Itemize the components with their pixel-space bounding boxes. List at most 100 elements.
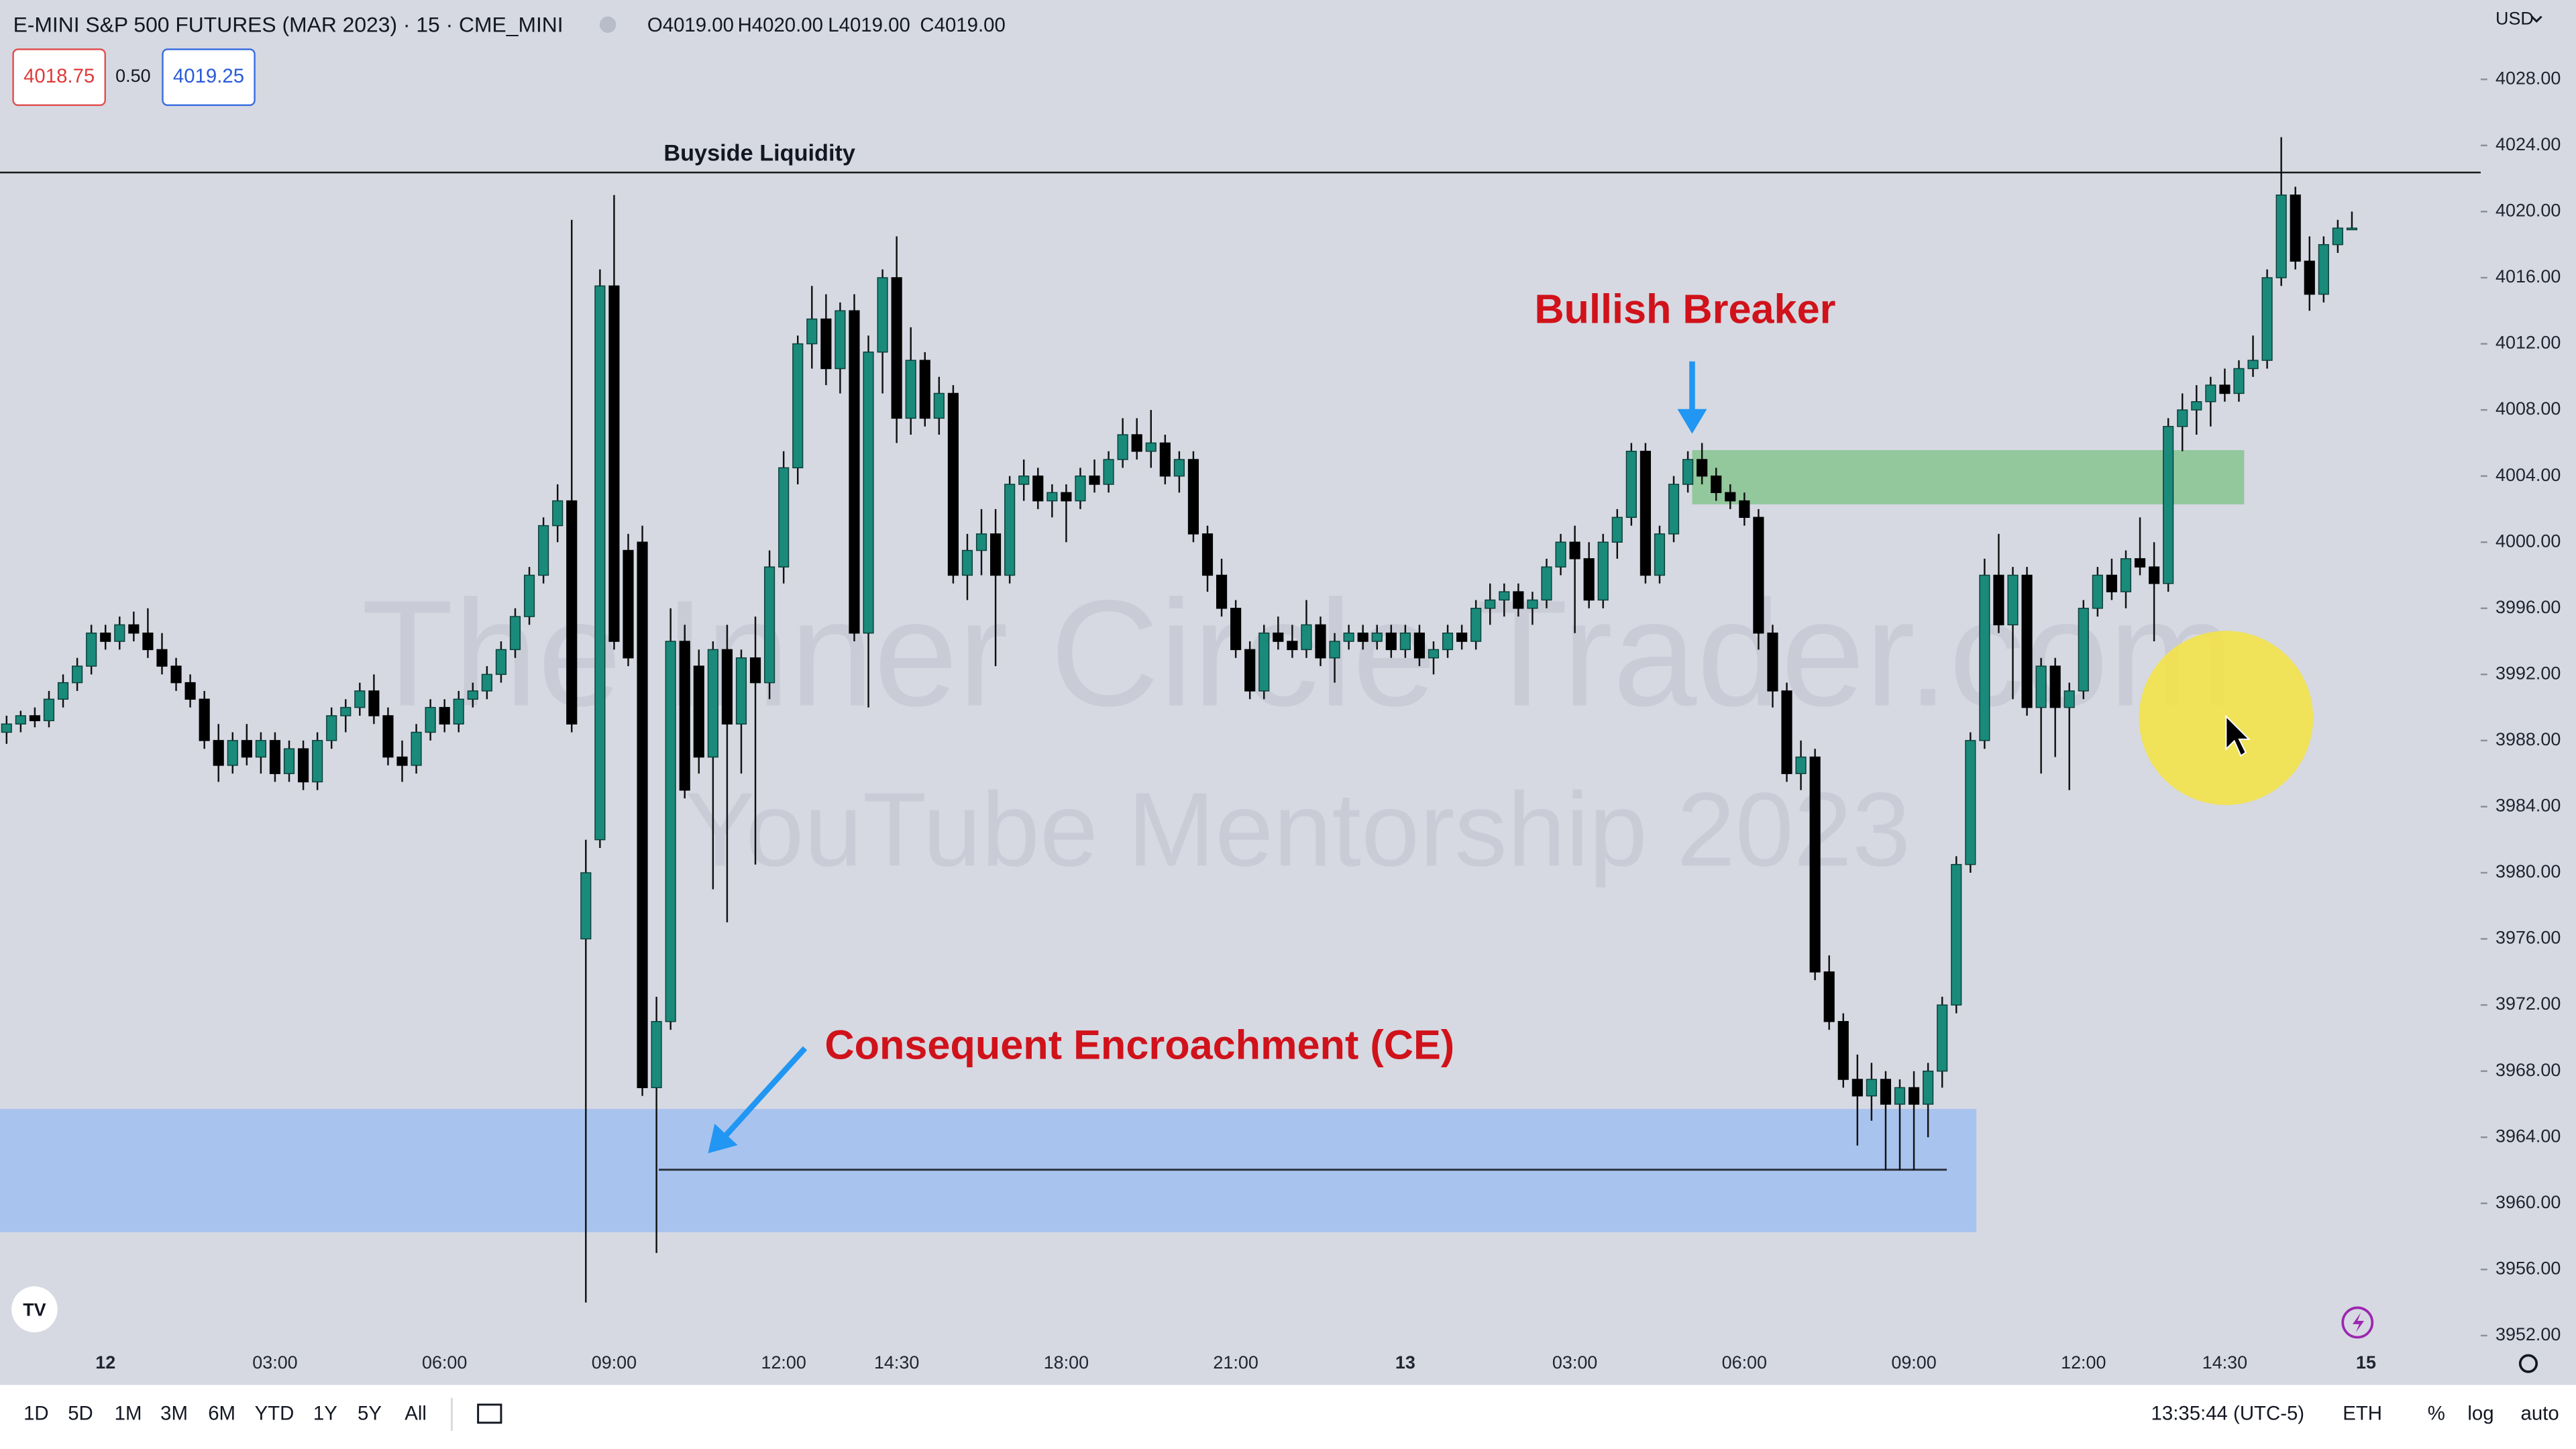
candle-body: [1428, 649, 1440, 659]
candle-body: [2106, 574, 2118, 592]
candle-body: [114, 624, 125, 642]
candle-body: [1951, 863, 1962, 1006]
candle-body: [1541, 566, 1552, 601]
x-tick-label: 12:00: [761, 1352, 806, 1373]
candle-body: [1625, 450, 1637, 518]
candle-body: [396, 756, 408, 766]
candle-body: [2134, 558, 2146, 568]
y-tick-label: 3952.00: [2496, 1324, 2561, 1344]
candle-body: [806, 318, 818, 345]
range-button[interactable]: 1Y: [313, 1402, 337, 1424]
candle-body: [2318, 244, 2329, 295]
candle-body: [778, 467, 790, 568]
candle-body: [1301, 624, 1312, 651]
candle-body: [1923, 1070, 1934, 1105]
x-tick-label: 18:00: [1044, 1352, 1089, 1373]
candle-body: [2205, 384, 2216, 402]
status-dot: [599, 16, 616, 33]
price-axis: [2480, 0, 2576, 1385]
x-tick-label: 14:30: [2202, 1352, 2247, 1373]
candle-body: [1640, 450, 1651, 576]
candle-body: [1244, 649, 1256, 692]
ohlc-value: O4019.00: [647, 14, 734, 36]
candle-body: [1287, 641, 1298, 651]
log-toggle[interactable]: log: [2467, 1402, 2493, 1424]
candle-body: [1597, 541, 1609, 601]
session-toggle[interactable]: ETH: [2343, 1402, 2382, 1424]
candle-body: [1343, 632, 1354, 642]
alert-bolt: [2352, 1312, 2365, 1333]
alert-icon[interactable]: [2341, 1306, 2374, 1339]
y-tick-label: 3968.00: [2496, 1060, 2561, 1080]
candle-body: [1753, 517, 1764, 634]
y-tick-label: 4004.00: [2496, 465, 2561, 485]
ohlc-legend: O4019.00 H4020.00 L4019.00 C4019.00: [647, 14, 1006, 36]
candle-body: [1315, 624, 1326, 659]
symbol-title: E-MINI S&P 500 FUTURES (MAR 2023) · 15 ·…: [13, 13, 564, 37]
range-button[interactable]: 6M: [208, 1402, 235, 1424]
candle-body: [523, 574, 535, 617]
candle-body: [1781, 690, 1792, 774]
candle-body: [891, 277, 902, 419]
candle-body: [1965, 740, 1976, 865]
candle-body: [1131, 434, 1142, 452]
range-button[interactable]: All: [405, 1402, 427, 1424]
candle-body: [1611, 517, 1623, 543]
y-tick-label: 4000.00: [2496, 531, 2561, 551]
candle-body: [1117, 434, 1128, 460]
candle-body: [1159, 442, 1171, 477]
sell-button[interactable]: [12, 48, 106, 106]
annotation: Consequent Encroachment (CE): [824, 1022, 1454, 1068]
candle-body: [2275, 195, 2287, 278]
candle-body: [100, 632, 111, 642]
clock: 13:35:44 (UTC-5): [2151, 1402, 2305, 1424]
candle-body: [128, 624, 140, 634]
candle-body: [2092, 574, 2103, 609]
candle-body: [1018, 475, 1030, 485]
annotation: Bullish Breaker: [1534, 286, 1835, 331]
logo-mark: TV: [23, 1299, 46, 1320]
buy-button[interactable]: [162, 48, 256, 106]
candle-body: [1216, 574, 1228, 609]
settings-icon[interactable]: [2518, 1354, 2538, 1373]
candle-body: [467, 690, 478, 700]
goto-date-icon[interactable]: [477, 1403, 502, 1424]
currency[interactable]: USD: [2496, 8, 2534, 28]
percent-toggle[interactable]: %: [2428, 1402, 2445, 1424]
x-tick-label: 09:00: [592, 1352, 637, 1373]
candle-body: [1767, 632, 1778, 692]
x-tick-label: 03:00: [1552, 1352, 1597, 1373]
range-button[interactable]: 1D: [23, 1402, 49, 1424]
range-button[interactable]: YTD: [255, 1402, 294, 1424]
range-button[interactable]: 3M: [160, 1402, 188, 1424]
candle-body: [735, 657, 747, 724]
candle-body: [679, 641, 690, 791]
auto-toggle[interactable]: auto: [2521, 1402, 2559, 1424]
candle-body: [933, 392, 945, 419]
candle-body: [1993, 574, 2004, 626]
y-tick-label: 4028.00: [2496, 68, 2561, 88]
x-tick-label: 12:00: [2061, 1352, 2106, 1373]
candle-body: [1273, 632, 1284, 642]
candle-body: [1145, 442, 1157, 452]
candle-body: [1583, 558, 1595, 601]
range-button[interactable]: 5Y: [358, 1402, 382, 1424]
candle-body: [1569, 541, 1580, 559]
candle-body: [1061, 492, 1072, 502]
x-tick-label: 06:00: [422, 1352, 467, 1373]
candle-body: [481, 674, 492, 692]
candle-body: [184, 682, 196, 700]
candle-body: [2247, 360, 2259, 370]
arrow: [708, 1046, 808, 1154]
watermark-line: YouTube Mentorship 2023: [685, 771, 1911, 888]
candle-body: [1795, 756, 1807, 774]
candle-body: [1187, 459, 1199, 535]
x-tick-label: 15: [2356, 1352, 2376, 1373]
y-tick-label: 3984.00: [2496, 796, 2561, 816]
breaker-zone: [1692, 450, 2245, 504]
candle-body: [623, 549, 634, 659]
ask-price: 4019.25: [173, 65, 244, 87]
candle-body: [1823, 971, 1835, 1022]
range-button[interactable]: 1M: [115, 1402, 142, 1424]
range-button[interactable]: 5D: [68, 1402, 93, 1424]
